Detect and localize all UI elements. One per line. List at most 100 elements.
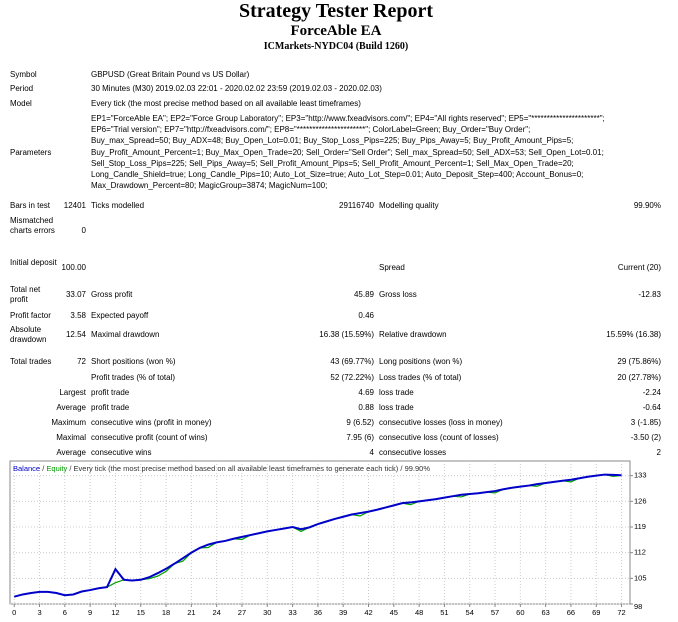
stat-value: Largest [59, 388, 86, 397]
stat-value: Maximum [51, 418, 86, 427]
stat-label: Profit factor [10, 311, 51, 320]
param-line: Buy_Profit_Amount_Percent=1; Buy_Max_Ope… [91, 147, 604, 157]
stat-label: loss trade [379, 403, 414, 412]
x-tick-label: 36 [314, 608, 322, 617]
stat-label: Gross loss [379, 290, 417, 299]
stat-label: profit trade [91, 403, 130, 412]
stat-value: Average [56, 403, 86, 412]
stat-value: -3.50 (2) [630, 433, 661, 442]
stat-value: 72 [77, 357, 86, 366]
stat-label: consecutive wins (profit in money) [91, 418, 212, 427]
stat-value: 100.00 [61, 263, 86, 272]
param-line: EP1="ForceAble EA"; EP2="Force Group Lab… [91, 114, 605, 123]
info-label: Model [10, 99, 32, 108]
stat-value: 3.58 [70, 311, 86, 320]
legend-note: Every tick (the most precise method base… [74, 464, 399, 473]
stat-value: Current (20) [617, 263, 661, 272]
stat-label: Loss trades (% of total) [379, 373, 462, 382]
x-tick-label: 39 [339, 608, 347, 617]
stat-label: consecutive profit (count of wins) [91, 433, 208, 442]
stat-label: Initial deposit [10, 258, 57, 267]
stat-value: 12.54 [65, 330, 86, 339]
y-tick-label: 133 [634, 471, 647, 480]
param-line: Long_Candle_Shield=true; Long_Candle_Pip… [91, 170, 584, 179]
x-tick-label: 0 [12, 608, 16, 617]
stat-label: Total trades [10, 357, 52, 366]
stat-value: -2.24 [642, 388, 661, 397]
stat-value: 0.46 [358, 311, 374, 320]
x-tick-label: 57 [491, 608, 499, 617]
x-tick-label: 72 [617, 608, 625, 617]
x-tick-label: 12 [111, 608, 119, 617]
stat-label: Absolute drawdown [10, 325, 47, 344]
x-tick-label: 45 [390, 608, 398, 617]
stat-value: Maximal [56, 433, 86, 442]
x-tick-label: 63 [541, 608, 549, 617]
legend-entry: Equity [46, 464, 67, 473]
stat-label: Spread [379, 263, 405, 272]
x-tick-label: 27 [238, 608, 246, 617]
info-label: Symbol [10, 70, 37, 79]
x-tick-label: 48 [415, 608, 423, 617]
stat-label: consecutive loss (count of losses) [379, 433, 499, 442]
stat-label: consecutive losses [379, 448, 447, 457]
stat-value: 33.07 [65, 290, 86, 299]
info-value: GBPUSD (Great Britain Pound vs US Dollar… [91, 70, 250, 79]
stat-label: Gross profit [91, 290, 133, 299]
param-line: Max_Drawdown_Percent=80; MagicGroup=3874… [91, 181, 328, 191]
legend: Balance / Equity / Every tick (the most … [13, 464, 430, 473]
stat-label: loss trade [379, 388, 414, 397]
stat-label: profit trade [91, 388, 130, 397]
x-tick-label: 54 [466, 608, 474, 617]
stat-label: Long positions (won %) [379, 357, 463, 366]
stat-value: 2 [656, 448, 661, 457]
stat-label: Expected payoff [91, 311, 149, 320]
series-line [13, 473, 622, 598]
stat-value: 0.88 [358, 403, 374, 412]
x-tick-label: 69 [592, 608, 600, 617]
stat-value: 7.95 (6) [346, 433, 374, 442]
stat-label: Profit trades (% of total) [91, 373, 176, 382]
y-tick-label: 126 [634, 496, 647, 505]
stat-value: 3 (-1.85) [630, 418, 661, 427]
x-tick-label: 15 [137, 608, 145, 617]
param-line: Buy_max_Spread=50; Buy_ADX=48; Buy_Open_… [91, 136, 574, 146]
stat-label: Total net profit [10, 285, 41, 304]
x-tick-label: 24 [212, 608, 220, 617]
x-tick-label: 21 [187, 608, 195, 617]
x-tick-label: 18 [162, 608, 170, 617]
stat-value: 4 [369, 448, 374, 457]
x-tick-label: 9 [88, 608, 92, 617]
stat-value: 29116740 [339, 201, 374, 210]
param-label: Parameters [10, 148, 52, 157]
x-tick-label: 33 [288, 608, 296, 617]
info-value: 30 Minutes (M30) 2019.02.03 22:01 - 2020… [91, 84, 382, 93]
stat-value: 29 (75.86%) [617, 357, 661, 366]
legend-entry: Balance [13, 464, 40, 473]
legend-separator: / [69, 464, 72, 473]
param-line: Sell_Stop_Loss_Pips=225; Sell_Pips_Away=… [91, 158, 574, 168]
y-tick-label: 105 [634, 573, 647, 582]
stat-label: Relative drawdown [379, 330, 447, 339]
stat-label: Ticks modelled [91, 201, 145, 210]
legend-separator: / [400, 464, 403, 473]
stat-value: 9 (6.52) [346, 418, 374, 427]
stat-value: 12401 [63, 201, 86, 210]
legend-quality: 99.90% [405, 464, 431, 473]
stat-label: Bars in test [10, 201, 51, 210]
report-title: Strategy Tester Report [238, 0, 434, 22]
stat-value: 52 (72.22%) [330, 373, 374, 382]
legend-separator: / [42, 464, 45, 473]
y-tick-label: 119 [634, 522, 646, 531]
stat-value: 43 (69.77%) [330, 357, 374, 366]
stat-value: 20 (27.78%) [617, 373, 661, 382]
stat-label: Short positions (won %) [91, 357, 176, 366]
y-tick-label: 98 [634, 602, 642, 611]
stat-value: -12.83 [638, 290, 661, 299]
x-tick-label: 51 [440, 608, 448, 617]
stat-value: 45.89 [353, 290, 374, 299]
stat-value: 4.69 [358, 388, 374, 397]
stat-label: Maximal drawdown [91, 330, 160, 339]
